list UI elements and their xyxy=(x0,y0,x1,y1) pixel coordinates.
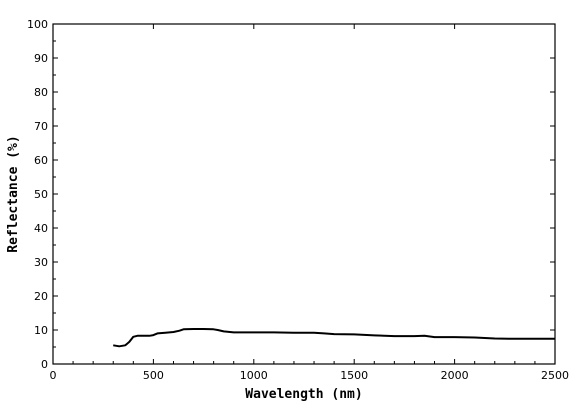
y-axis-title: Reflectance (%) xyxy=(6,135,21,252)
plot-frame xyxy=(52,23,556,365)
y-tick-label: 60 xyxy=(34,154,48,167)
y-tick-label: 40 xyxy=(34,222,48,235)
y-tick-label: 70 xyxy=(34,120,48,133)
x-axis: 0 500 1000 1500 2000 2500 xyxy=(50,24,569,382)
y-tick-label: 50 xyxy=(34,188,48,201)
x-axis-title: Wavelength (nm) xyxy=(245,387,362,402)
x-tick-label: 1500 xyxy=(340,369,368,382)
series-layer xyxy=(113,328,555,348)
x-tick-label: 2000 xyxy=(441,369,469,382)
x-tick-label: 2500 xyxy=(541,369,569,382)
x-tick-label: 500 xyxy=(143,369,164,382)
reflectance-series-line xyxy=(113,328,555,348)
y-tick-label: 90 xyxy=(34,52,48,65)
x-tick-label: 0 xyxy=(50,369,57,382)
y-tick-label: 100 xyxy=(27,18,48,31)
y-tick-label: 20 xyxy=(34,290,48,303)
y-tick-label: 0 xyxy=(41,358,48,371)
x-tick-label: 1000 xyxy=(240,369,268,382)
y-tick-label: 80 xyxy=(34,86,48,99)
y-tick-label: 10 xyxy=(34,324,48,337)
y-axis: 0 10 20 30 40 50 60 70 80 90 100 xyxy=(27,18,555,371)
y-tick-label: 30 xyxy=(34,256,48,269)
